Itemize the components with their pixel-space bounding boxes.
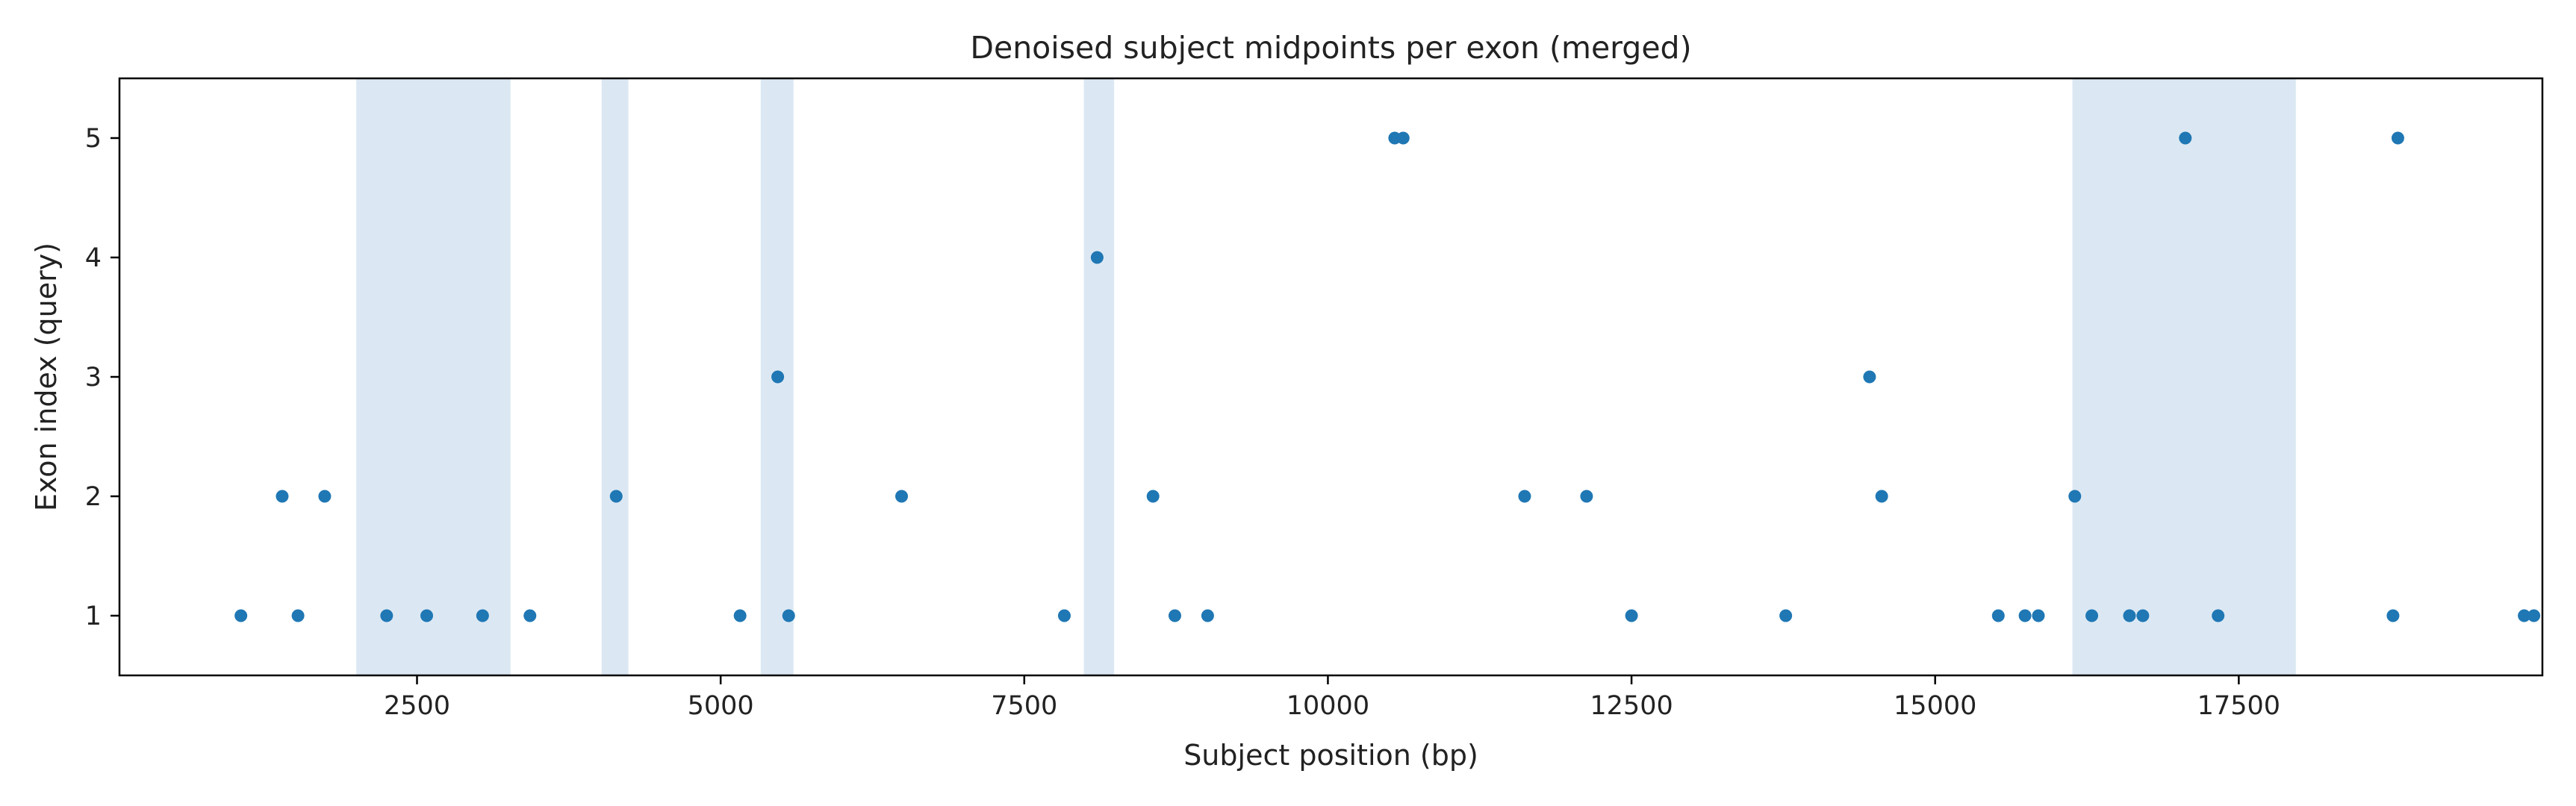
- data-point: [2123, 609, 2136, 622]
- data-point: [1396, 131, 1410, 145]
- data-point: [1057, 609, 1071, 622]
- data-point: [2136, 609, 2150, 622]
- data-point: [1863, 370, 1876, 384]
- shaded-regions: [356, 78, 2296, 675]
- data-point: [771, 370, 785, 384]
- data-point: [276, 490, 289, 503]
- data-point: [420, 609, 434, 622]
- data-point: [1518, 490, 1531, 503]
- data-point: [2085, 609, 2099, 622]
- y-tick-label: 1: [85, 602, 102, 631]
- y-tick-label: 4: [85, 243, 102, 273]
- data-point: [1580, 490, 1593, 503]
- data-point: [1625, 609, 1638, 622]
- data-point: [2386, 609, 2400, 622]
- y-tick-label: 5: [85, 124, 102, 154]
- x-axis-ticks: 2500 5000 7500 10000 12500 15000 17500: [384, 675, 2280, 721]
- data-point: [523, 609, 537, 622]
- x-axis-label: Subject position (bp): [1183, 739, 1478, 772]
- y-axis-label: Exon index (query): [30, 243, 63, 511]
- data-point: [2212, 609, 2225, 622]
- chart-title: Denoised subject midpoints per exon (mer…: [970, 30, 1691, 66]
- data-point: [1090, 251, 1104, 264]
- x-tick-label: 10000: [1287, 691, 1369, 721]
- data-point: [2032, 609, 2045, 622]
- shaded-region: [1083, 78, 1115, 675]
- data-point: [2391, 131, 2404, 145]
- data-point: [2179, 131, 2192, 145]
- data-point: [2518, 609, 2531, 622]
- data-point: [1991, 609, 2005, 622]
- y-tick-label: 2: [85, 482, 102, 512]
- data-point: [1201, 609, 1214, 622]
- data-point: [733, 609, 747, 622]
- shaded-region: [601, 78, 629, 675]
- data-points: [234, 131, 2541, 622]
- x-tick-label: 2500: [384, 691, 450, 721]
- x-tick-label: 15000: [1894, 691, 1976, 721]
- shaded-region: [356, 78, 511, 675]
- data-point: [234, 609, 248, 622]
- x-tick-label: 7500: [991, 691, 1057, 721]
- data-point: [895, 490, 909, 503]
- data-point: [291, 609, 305, 622]
- data-point: [380, 609, 393, 622]
- data-point: [1168, 609, 1181, 622]
- data-point: [1875, 490, 1888, 503]
- x-tick-label: 5000: [688, 691, 754, 721]
- y-axis-ticks: 1 2 3 4 5: [85, 124, 119, 631]
- x-tick-label: 17500: [2197, 691, 2280, 721]
- data-point: [1146, 490, 1160, 503]
- data-point: [2527, 609, 2541, 622]
- x-tick-label: 12500: [1590, 691, 1673, 721]
- data-point: [609, 490, 623, 503]
- data-point: [318, 490, 332, 503]
- data-point: [1779, 609, 1793, 622]
- data-point: [2068, 490, 2082, 503]
- data-point: [476, 609, 489, 622]
- data-point: [2018, 609, 2032, 622]
- data-point: [782, 609, 795, 622]
- shaded-region: [2072, 78, 2296, 675]
- y-tick-label: 3: [85, 363, 102, 393]
